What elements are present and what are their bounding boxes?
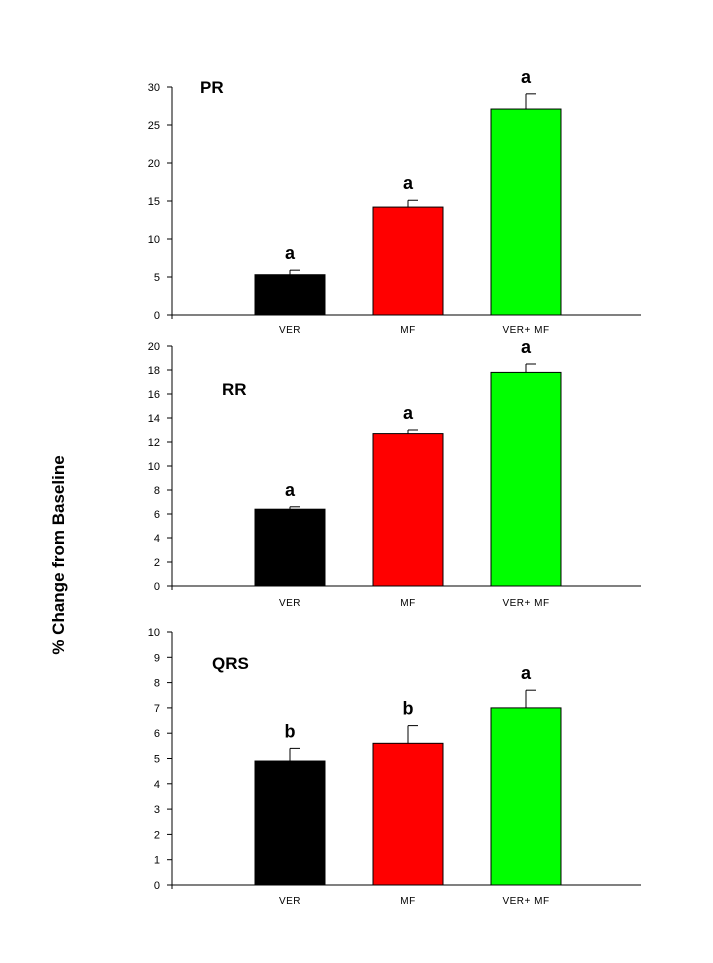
y-tick-label: 10 <box>148 627 160 639</box>
y-tick-label: 20 <box>148 158 160 170</box>
y-tick-label: 6 <box>154 728 160 740</box>
y-tick-label: 5 <box>154 754 160 766</box>
chart-panel-qrs: 0 1 2 3 4 5 6 7 8 9 10 QRS b VER b MF a VER+ MF <box>148 627 641 907</box>
y-tick-label: 8 <box>154 678 160 690</box>
bar-ver-mf <box>490 108 562 316</box>
y-tick-label: 1 <box>154 855 160 867</box>
y-tick-label: 3 <box>154 804 160 816</box>
category-label: MF <box>400 325 415 336</box>
bar-ver <box>254 760 326 886</box>
y-axis-title: % Change from Baseline <box>49 455 68 654</box>
panel-title: RR <box>222 380 247 399</box>
bar-ver <box>254 274 326 316</box>
bar-ver-mf <box>490 707 562 886</box>
y-tick-label: 0 <box>154 310 160 322</box>
y-tick-label: 4 <box>154 533 160 545</box>
y-tick-label: 8 <box>154 485 160 497</box>
y-tick-label: 2 <box>154 557 160 569</box>
category-label: VER <box>279 896 301 907</box>
category-label: VER+ MF <box>502 325 549 336</box>
bar-mf <box>372 742 444 886</box>
y-tick-label: 10 <box>148 234 160 246</box>
y-tick-label: 18 <box>148 365 160 377</box>
panel-title: PR <box>200 78 224 97</box>
significance-label: b <box>403 699 414 719</box>
y-tick-label: 20 <box>148 341 160 353</box>
category-label: VER <box>279 325 301 336</box>
panel-title: QRS <box>212 654 249 673</box>
chart-panel-rr: 0 2 4 6 8 10 12 14 16 18 20 RR a VER a MF a VER+ MF <box>148 337 641 609</box>
y-tick-label: 25 <box>148 120 160 132</box>
y-tick-label: 16 <box>148 389 160 401</box>
category-label: VER+ MF <box>502 598 549 609</box>
category-label: VER+ MF <box>502 896 549 907</box>
y-tick-label: 0 <box>154 880 160 892</box>
category-label: VER <box>279 598 301 609</box>
significance-label: a <box>521 67 532 87</box>
bar-ver <box>254 508 326 587</box>
chart-panel-pr: 0 5 10 15 20 25 30 PR a VER a MF a VER+ MF <box>148 67 641 336</box>
category-label: MF <box>400 598 415 609</box>
significance-label: b <box>285 721 296 741</box>
significance-label: a <box>403 173 414 193</box>
y-tick-label: 10 <box>148 461 160 473</box>
significance-label: a <box>285 480 296 500</box>
y-tick-label: 7 <box>154 703 160 715</box>
y-tick-label: 15 <box>148 196 160 208</box>
y-tick-label: 5 <box>154 272 160 284</box>
bar-mf <box>372 206 444 316</box>
bar-mf <box>372 433 444 587</box>
significance-label: a <box>285 243 296 263</box>
category-label: MF <box>400 896 415 907</box>
y-tick-label: 2 <box>154 829 160 841</box>
y-tick-label: 14 <box>148 413 160 425</box>
significance-label: a <box>521 663 532 683</box>
y-tick-label: 30 <box>148 82 160 94</box>
y-tick-label: 9 <box>154 652 160 664</box>
y-tick-label: 6 <box>154 509 160 521</box>
bar-ver-mf <box>490 371 562 587</box>
significance-label: a <box>403 403 414 423</box>
y-tick-label: 4 <box>154 779 160 791</box>
significance-label: a <box>521 337 532 357</box>
y-tick-label: 0 <box>154 581 160 593</box>
y-tick-label: 12 <box>148 437 160 449</box>
